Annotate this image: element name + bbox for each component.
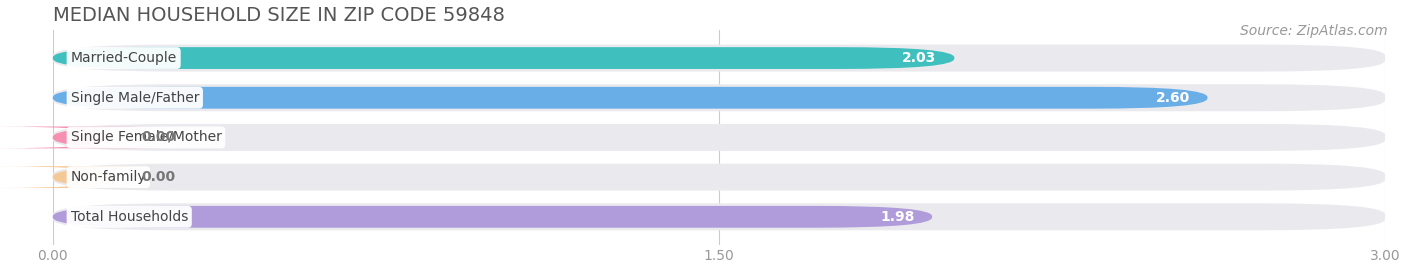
FancyBboxPatch shape (53, 47, 955, 69)
Text: 0.00: 0.00 (142, 170, 176, 184)
FancyBboxPatch shape (0, 166, 169, 188)
Text: Source: ZipAtlas.com: Source: ZipAtlas.com (1240, 24, 1388, 38)
FancyBboxPatch shape (53, 45, 1385, 72)
Text: Married-Couple: Married-Couple (70, 51, 177, 65)
Text: Total Households: Total Households (70, 210, 188, 224)
FancyBboxPatch shape (53, 206, 932, 228)
FancyBboxPatch shape (0, 126, 169, 148)
Text: Non-family: Non-family (70, 170, 146, 184)
Text: Single Male/Father: Single Male/Father (70, 91, 200, 105)
Text: 0.00: 0.00 (142, 130, 176, 144)
FancyBboxPatch shape (53, 203, 1385, 230)
FancyBboxPatch shape (53, 124, 1385, 151)
FancyBboxPatch shape (53, 87, 1208, 109)
Text: 1.98: 1.98 (880, 210, 914, 224)
Text: 2.60: 2.60 (1156, 91, 1189, 105)
FancyBboxPatch shape (53, 164, 1385, 191)
Text: 2.03: 2.03 (903, 51, 936, 65)
FancyBboxPatch shape (53, 84, 1385, 111)
Text: MEDIAN HOUSEHOLD SIZE IN ZIP CODE 59848: MEDIAN HOUSEHOLD SIZE IN ZIP CODE 59848 (53, 6, 505, 24)
Text: Single Female/Mother: Single Female/Mother (70, 130, 221, 144)
